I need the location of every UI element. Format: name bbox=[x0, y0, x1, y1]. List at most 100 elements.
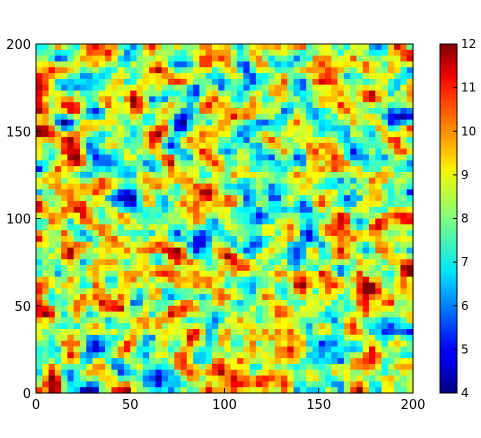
heatmap-cell bbox=[375, 107, 383, 115]
heatmap-cell bbox=[61, 148, 69, 156]
heatmap-cell bbox=[73, 311, 81, 318]
heatmap-cell bbox=[136, 369, 144, 377]
heatmap-cell bbox=[48, 44, 56, 51]
heatmap-cell bbox=[73, 102, 81, 109]
heatmap-cell bbox=[406, 323, 414, 330]
heatmap-cell bbox=[375, 387, 383, 394]
heatmap-cell bbox=[174, 73, 182, 80]
heatmap-cell bbox=[406, 305, 414, 313]
heatmap-cell bbox=[237, 171, 244, 179]
heatmap-cell bbox=[98, 137, 106, 144]
heatmap-cell bbox=[306, 131, 314, 138]
heatmap-cell bbox=[205, 125, 213, 132]
heatmap-cell bbox=[281, 137, 288, 144]
heatmap-cell bbox=[362, 218, 370, 225]
heatmap-cell bbox=[312, 212, 320, 220]
heatmap-cell bbox=[268, 142, 276, 150]
heatmap-cell bbox=[281, 166, 288, 173]
heatmap-cell bbox=[362, 78, 370, 86]
heatmap-cell bbox=[149, 358, 156, 365]
heatmap-cell bbox=[369, 119, 376, 127]
heatmap-cell bbox=[211, 166, 219, 173]
heatmap-cell bbox=[61, 288, 69, 295]
heatmap-cell bbox=[274, 253, 282, 260]
heatmap-cell bbox=[362, 299, 370, 307]
heatmap-cell bbox=[42, 131, 50, 138]
heatmap-cell bbox=[306, 195, 314, 202]
heatmap-cell bbox=[174, 369, 182, 377]
heatmap-cell bbox=[381, 288, 389, 295]
heatmap-cell bbox=[205, 334, 213, 342]
heatmap-cell bbox=[73, 148, 81, 156]
heatmap-cell bbox=[400, 323, 408, 330]
heatmap-cell bbox=[174, 334, 182, 342]
heatmap-cell bbox=[306, 288, 314, 295]
heatmap-cell bbox=[211, 282, 219, 289]
heatmap-cell bbox=[136, 235, 144, 243]
heatmap-cell bbox=[186, 299, 194, 307]
heatmap-cell bbox=[400, 102, 408, 109]
heatmap-cell bbox=[149, 265, 156, 272]
heatmap-cell bbox=[211, 259, 219, 266]
heatmap-cell bbox=[224, 67, 232, 74]
heatmap-cell bbox=[86, 195, 94, 202]
heatmap-cell bbox=[249, 137, 257, 144]
heatmap-cell bbox=[167, 137, 175, 144]
heatmap-cell bbox=[161, 288, 169, 295]
heatmap-cell bbox=[86, 44, 94, 51]
heatmap-cell bbox=[155, 137, 163, 144]
heatmap-cell bbox=[343, 131, 351, 138]
heatmap-cell bbox=[243, 340, 251, 348]
heatmap-cell bbox=[369, 387, 376, 394]
heatmap-cell bbox=[325, 294, 332, 301]
heatmap-cell bbox=[381, 270, 389, 278]
heatmap-cell bbox=[306, 375, 314, 382]
heatmap-cell bbox=[36, 183, 43, 191]
heatmap-cell bbox=[161, 148, 169, 156]
heatmap-cell bbox=[400, 142, 408, 150]
heatmap-cell bbox=[369, 358, 376, 365]
heatmap-cell bbox=[249, 299, 257, 307]
heatmap-cell bbox=[375, 294, 383, 301]
heatmap-cell bbox=[381, 160, 389, 167]
heatmap-cell bbox=[199, 381, 207, 388]
heatmap-cell bbox=[199, 265, 207, 272]
heatmap-cell bbox=[375, 247, 383, 254]
heatmap-cell bbox=[79, 276, 87, 284]
heatmap-cell bbox=[130, 340, 138, 348]
heatmap-cell bbox=[42, 259, 50, 266]
heatmap-cell bbox=[224, 148, 232, 156]
heatmap-cell bbox=[406, 270, 414, 278]
heatmap-cell bbox=[73, 160, 81, 167]
heatmap-cell bbox=[130, 160, 138, 167]
heatmap-cell bbox=[42, 352, 50, 359]
heatmap-cell bbox=[375, 329, 383, 336]
heatmap-cell bbox=[155, 358, 163, 365]
heatmap-cell bbox=[48, 177, 56, 185]
heatmap-cell bbox=[136, 276, 144, 284]
heatmap-cell bbox=[312, 44, 320, 51]
heatmap-cell bbox=[167, 270, 175, 278]
heatmap-cell bbox=[230, 195, 238, 202]
x-tick-label: 200 bbox=[401, 398, 426, 413]
heatmap-cell bbox=[174, 142, 182, 150]
heatmap-cell bbox=[350, 224, 358, 231]
heatmap-cell bbox=[312, 358, 320, 365]
heatmap-cell bbox=[387, 224, 395, 231]
heatmap-cell bbox=[287, 84, 295, 92]
heatmap-cell bbox=[36, 119, 43, 127]
heatmap-cell bbox=[268, 375, 276, 382]
heatmap-cell bbox=[230, 259, 238, 266]
heatmap-cell bbox=[79, 235, 87, 243]
heatmap-cell bbox=[167, 55, 175, 63]
heatmap-cell bbox=[67, 67, 75, 74]
heatmap-cell bbox=[149, 183, 156, 191]
heatmap-cell bbox=[218, 183, 226, 191]
heatmap-cell bbox=[331, 107, 339, 115]
heatmap-cell bbox=[306, 294, 314, 301]
heatmap-cell bbox=[111, 171, 119, 179]
heatmap-cell bbox=[186, 55, 194, 63]
heatmap-cell bbox=[48, 375, 56, 382]
heatmap-cell bbox=[350, 311, 358, 318]
heatmap-cell bbox=[149, 131, 156, 138]
